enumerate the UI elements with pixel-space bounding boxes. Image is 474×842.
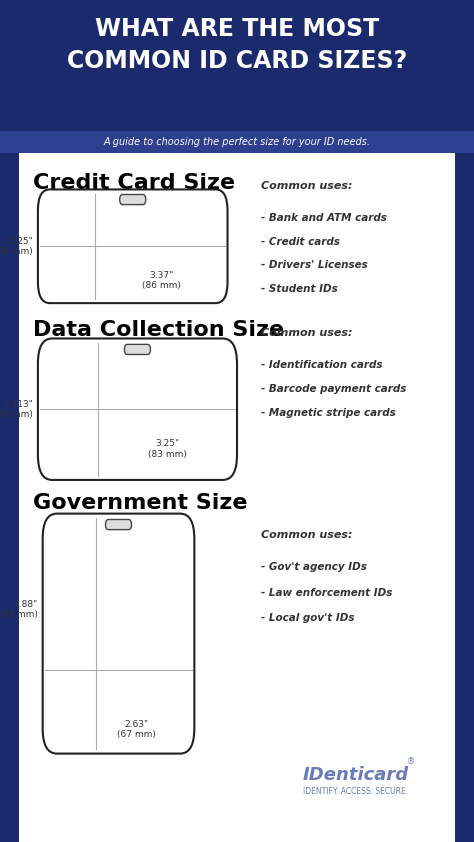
Text: Government Size: Government Size [33, 493, 248, 513]
Text: Credit Card Size: Credit Card Size [33, 173, 235, 193]
Text: 2.313"
(59 mm): 2.313" (59 mm) [0, 399, 33, 419]
FancyBboxPatch shape [38, 189, 228, 303]
Text: - Gov't agency IDs: - Gov't agency IDs [261, 562, 366, 573]
Text: COMMON ID CARD SIZES?: COMMON ID CARD SIZES? [67, 49, 407, 72]
Text: 2.125"
(54 mm): 2.125" (54 mm) [0, 237, 33, 256]
Text: - Student IDs: - Student IDs [261, 284, 337, 294]
FancyBboxPatch shape [105, 520, 132, 530]
Text: - Law enforcement IDs: - Law enforcement IDs [261, 588, 392, 598]
Bar [0, 834, 474, 842]
Text: 3.25"
(83 mm): 3.25" (83 mm) [148, 440, 187, 459]
Text: 2.63"
(67 mm): 2.63" (67 mm) [117, 720, 156, 739]
Text: 3.37"
(86 mm): 3.37" (86 mm) [142, 270, 181, 290]
Text: WHAT ARE THE MOST: WHAT ARE THE MOST [95, 18, 379, 41]
Text: - Magnetic stripe cards: - Magnetic stripe cards [261, 408, 395, 418]
Text: Common uses:: Common uses: [261, 328, 352, 338]
Text: 3.88"
(99 mm): 3.88" (99 mm) [0, 600, 38, 620]
Text: Common uses:: Common uses: [261, 181, 352, 191]
Text: A guide to choosing the perfect size for your ID needs.: A guide to choosing the perfect size for… [103, 137, 371, 147]
Bar [19, 153, 455, 842]
FancyBboxPatch shape [38, 338, 237, 480]
Text: IDENTIFY. ACCESS. SECURE.: IDENTIFY. ACCESS. SECURE. [303, 787, 408, 796]
Text: Data Collection Size: Data Collection Size [33, 320, 284, 340]
Text: - Credit cards: - Credit cards [261, 237, 339, 247]
Text: - Drivers' Licenses: - Drivers' Licenses [261, 260, 367, 270]
Bar [0, 131, 474, 153]
Text: IDenticard: IDenticard [302, 765, 409, 784]
FancyBboxPatch shape [124, 344, 150, 354]
Text: ®: ® [407, 758, 416, 766]
Text: - Barcode payment cards: - Barcode payment cards [261, 384, 406, 394]
Bar [0, 0, 19, 842]
Text: - Bank and ATM cards: - Bank and ATM cards [261, 213, 387, 223]
Text: - Local gov't IDs: - Local gov't IDs [261, 613, 354, 623]
FancyBboxPatch shape [119, 195, 146, 205]
Text: Common uses:: Common uses: [261, 530, 352, 541]
Text: - Identification cards: - Identification cards [261, 360, 382, 370]
FancyBboxPatch shape [43, 514, 194, 754]
Bar [455, 0, 474, 842]
